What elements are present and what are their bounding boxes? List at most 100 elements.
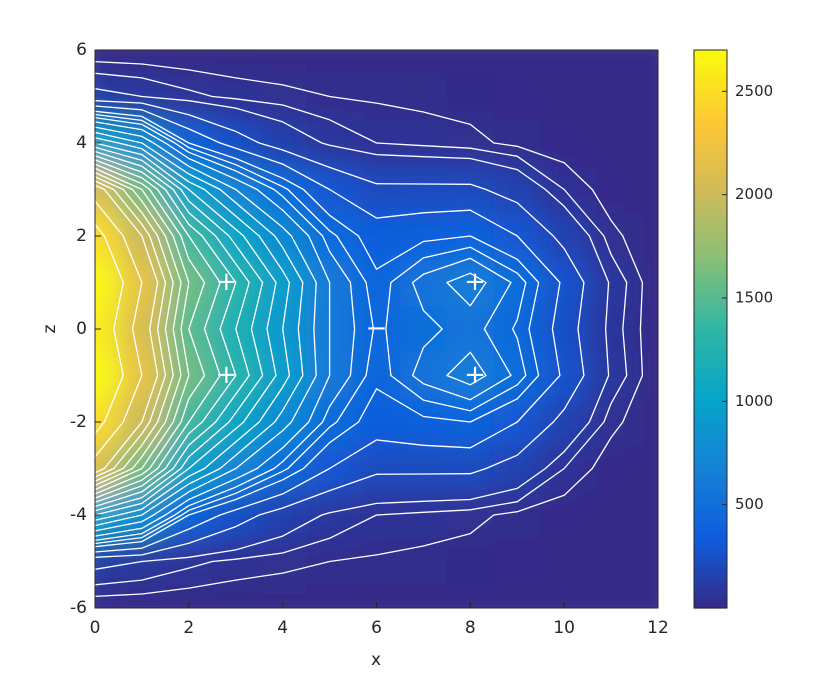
colorbar-step — [694, 533, 727, 539]
heat-cell — [353, 73, 401, 121]
heat-cell — [446, 538, 495, 586]
heat-cell — [95, 352, 119, 400]
colorbar-step — [694, 361, 727, 367]
heat-cell — [587, 259, 636, 307]
colorbar-step — [694, 501, 727, 507]
colorbar-step — [694, 515, 727, 521]
colorbar-step — [694, 315, 727, 321]
colorbar-step — [694, 310, 727, 316]
heat-cell — [353, 352, 401, 400]
colorbar-step — [694, 301, 727, 307]
heat-cell — [399, 305, 448, 353]
colorbar-step — [694, 570, 727, 577]
heat-cell — [353, 538, 401, 586]
heat-cell — [399, 584, 448, 608]
contour-line — [95, 146, 264, 512]
colorbar-step — [694, 161, 727, 167]
heat-cell — [634, 166, 658, 214]
heat-cell — [446, 73, 495, 121]
heat-cell — [634, 212, 658, 260]
colorbar-step — [694, 115, 727, 121]
contour-line — [95, 110, 540, 548]
y-tick-label: -6 — [70, 598, 87, 618]
heat-cell — [540, 50, 589, 74]
x-label: x — [371, 650, 381, 670]
colorbar-step — [694, 473, 727, 479]
annotation: + — [215, 360, 237, 390]
heat-cell — [259, 445, 307, 493]
colorbar-step — [694, 538, 727, 544]
heat-cell — [306, 50, 354, 74]
heat-cell — [540, 119, 589, 167]
annotation: + — [464, 267, 486, 297]
y-tick-label: 2 — [76, 226, 87, 246]
colorbar-step — [694, 82, 727, 88]
contour-line — [95, 180, 167, 478]
heat-cell — [540, 584, 589, 608]
colorbar-step — [694, 566, 727, 572]
x-tick-label: 10 — [553, 618, 575, 638]
heat-cell — [634, 50, 658, 74]
colorbar-step — [694, 556, 727, 563]
heat-cell — [353, 259, 401, 307]
colorbar-step — [694, 375, 727, 381]
y-tick-label: 0 — [76, 319, 87, 339]
heat-cell — [212, 212, 260, 260]
heat-cell — [95, 119, 119, 167]
colorbar-step — [694, 575, 727, 581]
heat-cell — [399, 398, 448, 446]
colorbar-step — [694, 384, 727, 391]
colorbar-step — [694, 338, 727, 344]
colorbar-step — [694, 305, 727, 311]
colorbar-step — [694, 319, 727, 325]
heat-cell — [259, 352, 307, 400]
colorbar-step — [694, 63, 727, 70]
heat-cell — [587, 538, 636, 586]
heat-cell — [399, 166, 448, 214]
colorbar-step — [694, 277, 727, 284]
heat-cell — [493, 305, 542, 353]
colorbar-step — [694, 59, 727, 65]
colorbar-step — [694, 119, 727, 125]
colorbar-step — [694, 324, 727, 330]
heat-cell — [353, 212, 401, 260]
heat-cell — [587, 584, 636, 608]
colorbar-step — [694, 528, 727, 535]
heat-cell — [446, 445, 495, 493]
annotation: + — [464, 360, 486, 390]
heat-cell — [540, 259, 589, 307]
colorbar-step — [694, 370, 727, 377]
colorbar-step — [694, 426, 727, 432]
colorbar-step — [694, 240, 727, 246]
colorbar-step — [694, 54, 727, 60]
contour-line — [95, 184, 159, 474]
heat-cell — [259, 584, 307, 608]
colorbar-step — [694, 445, 727, 451]
x-tick-label: 8 — [465, 618, 476, 638]
colorbar-step — [694, 259, 727, 265]
heat-cell — [259, 212, 307, 260]
x-tick-label: 6 — [371, 618, 382, 638]
contour-line — [95, 72, 628, 586]
y-tick-label: 4 — [76, 133, 87, 153]
colorbar-step — [694, 422, 727, 428]
contour-line — [95, 60, 644, 598]
heat-cell — [587, 352, 636, 400]
heat-cell — [95, 166, 119, 214]
heat-cell — [165, 73, 213, 121]
colorbar-step — [694, 68, 727, 74]
heat-cell — [540, 305, 589, 353]
heat-cell — [95, 305, 119, 353]
colorbar: 500 1000 1500 2000 2500 — [693, 49, 773, 609]
heat-cell — [634, 398, 658, 446]
colorbar-step — [694, 547, 727, 553]
contour-line — [95, 121, 487, 537]
colorbar-tick-label: 1000 — [735, 392, 773, 410]
contour-line — [95, 163, 206, 495]
colorbar-frame — [693, 49, 728, 609]
heat-cell — [540, 212, 589, 260]
colorbar-step — [694, 156, 727, 163]
colorbar-step — [694, 584, 727, 590]
y-tick-label: 6 — [76, 40, 87, 60]
heat-cell — [587, 398, 636, 446]
